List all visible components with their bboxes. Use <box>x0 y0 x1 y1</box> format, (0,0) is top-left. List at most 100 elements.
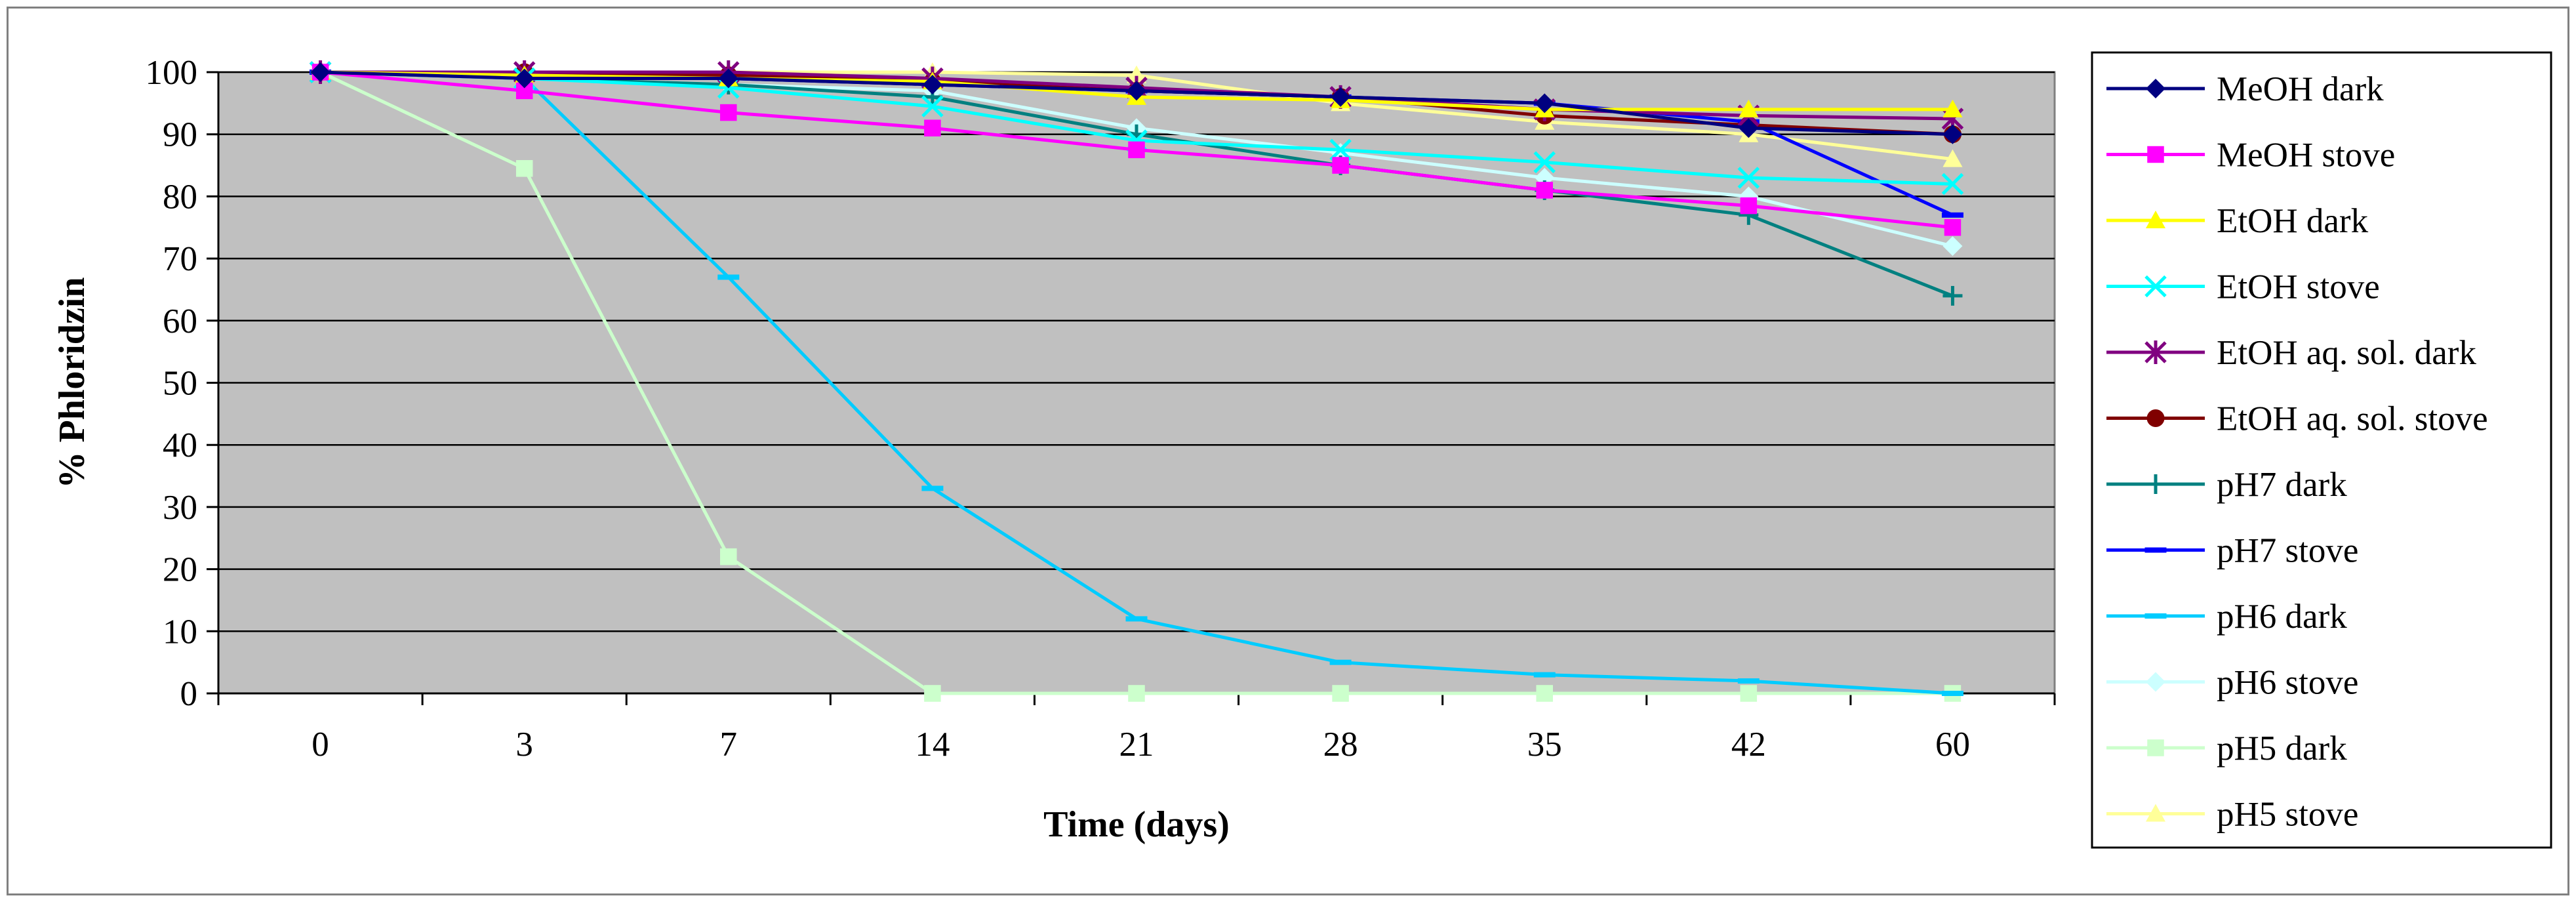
data-point <box>1739 99 1759 117</box>
data-point <box>310 62 331 82</box>
data-point <box>1941 691 1963 696</box>
data-point <box>1125 616 1148 622</box>
legend-item: pH7 stove <box>2106 532 2358 570</box>
data-point <box>922 74 942 94</box>
legend-item: pH5 stove <box>2106 796 2358 834</box>
y-tick-label: 0 <box>180 675 198 713</box>
legend-label: EtOH stove <box>2217 268 2380 306</box>
data-point <box>1739 118 1759 138</box>
data-point <box>1127 81 1146 101</box>
series-ph5-dark <box>312 64 1962 702</box>
legend-item: EtOH aq. sol. dark <box>2106 334 2476 372</box>
x-tick-label: 14 <box>915 726 950 764</box>
data-point <box>1737 678 1760 684</box>
x-tick-label: 21 <box>1119 726 1154 764</box>
legend-marker <box>2144 613 2167 619</box>
y-axis-ticks: 0 10 20 30 40 50 60 70 80 90 100 <box>146 54 218 713</box>
legend: MeOH dark MeOH stove EtOH dark EtOH stove Et… <box>2091 51 2552 849</box>
data-point <box>1332 685 1349 702</box>
legend-item: EtOH stove <box>2106 268 2380 306</box>
y-axis-label: % Phloridzin <box>52 277 92 488</box>
legend-item: MeOH dark <box>2106 70 2384 108</box>
data-point <box>1942 149 1963 167</box>
legend-marker <box>2144 340 2167 364</box>
data-point <box>1740 197 1758 215</box>
x-tick-label: 28 <box>1323 726 1358 764</box>
legend-label: pH6 stove <box>2217 664 2358 702</box>
data-point <box>1533 672 1556 678</box>
legend-item: EtOH dark <box>2106 202 2369 240</box>
x-tick-label: 35 <box>1527 726 1562 764</box>
y-tick-label: 90 <box>163 116 197 154</box>
data-point <box>1332 157 1349 174</box>
data-point <box>1942 124 1963 144</box>
data-point <box>921 485 944 491</box>
legend-item: pH7 dark <box>2106 466 2347 504</box>
legend-marker <box>2146 474 2165 494</box>
data-point <box>1535 93 1555 113</box>
y-tick-label: 20 <box>163 551 197 589</box>
data-point <box>1331 87 1351 107</box>
data-point <box>1329 659 1352 665</box>
data-point <box>1942 285 1963 306</box>
legend-marker <box>2147 146 2164 163</box>
data-point <box>515 160 533 177</box>
series-meoh-dark <box>310 62 1963 144</box>
data-point <box>717 274 740 280</box>
series-etoh-stove <box>309 61 1964 195</box>
x-axis-ticks: 0 3 7 14 21 28 35 42 60 <box>217 693 2056 764</box>
data-point <box>924 119 941 136</box>
legend-label: pH7 dark <box>2217 466 2347 504</box>
legend-label: pH6 dark <box>2217 598 2347 636</box>
legend-marker <box>2144 275 2167 298</box>
data-point <box>1941 212 1963 218</box>
legend-label: MeOH stove <box>2217 136 2395 174</box>
data-point <box>1329 138 1352 161</box>
legend-label: EtOH aq. sol. stove <box>2217 400 2488 438</box>
x-tick-label: 3 <box>515 726 533 764</box>
y-tick-label: 40 <box>163 426 197 464</box>
legend-item: EtOH aq. sol. stove <box>2106 400 2488 438</box>
y-tick-label: 10 <box>163 613 197 651</box>
y-tick-label: 30 <box>163 489 197 527</box>
legend-marker <box>2146 804 2165 822</box>
x-axis-label: Time (days) <box>1043 804 1230 845</box>
data-point <box>1533 151 1556 174</box>
x-tick-label: 0 <box>312 726 329 764</box>
data-point <box>720 104 737 121</box>
data-point <box>1536 685 1553 702</box>
legend-marker <box>2146 672 2165 692</box>
x-tick-label: 42 <box>1731 726 1766 764</box>
legend-item: pH5 dark <box>2106 729 2347 768</box>
y-tick-label: 80 <box>163 178 197 216</box>
legend-item: pH6 stove <box>2106 664 2358 702</box>
legend-item: pH6 dark <box>2106 598 2347 636</box>
legend-marker <box>2144 547 2167 553</box>
data-point <box>1536 182 1553 199</box>
legend-label: MeOH dark <box>2217 70 2384 108</box>
y-tick-label: 60 <box>163 302 197 340</box>
data-point <box>1941 173 1964 195</box>
legend-box <box>2091 51 2552 849</box>
data-point <box>1737 167 1760 189</box>
data-point <box>1942 236 1963 256</box>
x-tick-label: 7 <box>720 726 738 764</box>
data-point <box>1740 685 1758 702</box>
legend-label: pH7 stove <box>2217 532 2358 570</box>
data-point <box>1944 219 1962 236</box>
x-tick-label: 60 <box>1935 726 1970 764</box>
series-layer <box>309 60 1964 702</box>
legend-marker <box>2146 79 2165 98</box>
data-point <box>514 68 534 89</box>
data-point <box>1942 99 1963 117</box>
data-point <box>921 95 944 117</box>
data-point <box>924 685 941 702</box>
y-tick-label: 50 <box>163 365 197 403</box>
legend-label: pH5 dark <box>2217 729 2347 768</box>
legend-label: EtOH aq. sol. dark <box>2217 334 2476 372</box>
y-tick-label: 100 <box>146 54 198 92</box>
y-tick-label: 70 <box>163 240 197 278</box>
legend-label: EtOH dark <box>2217 202 2369 240</box>
data-point <box>720 548 737 565</box>
